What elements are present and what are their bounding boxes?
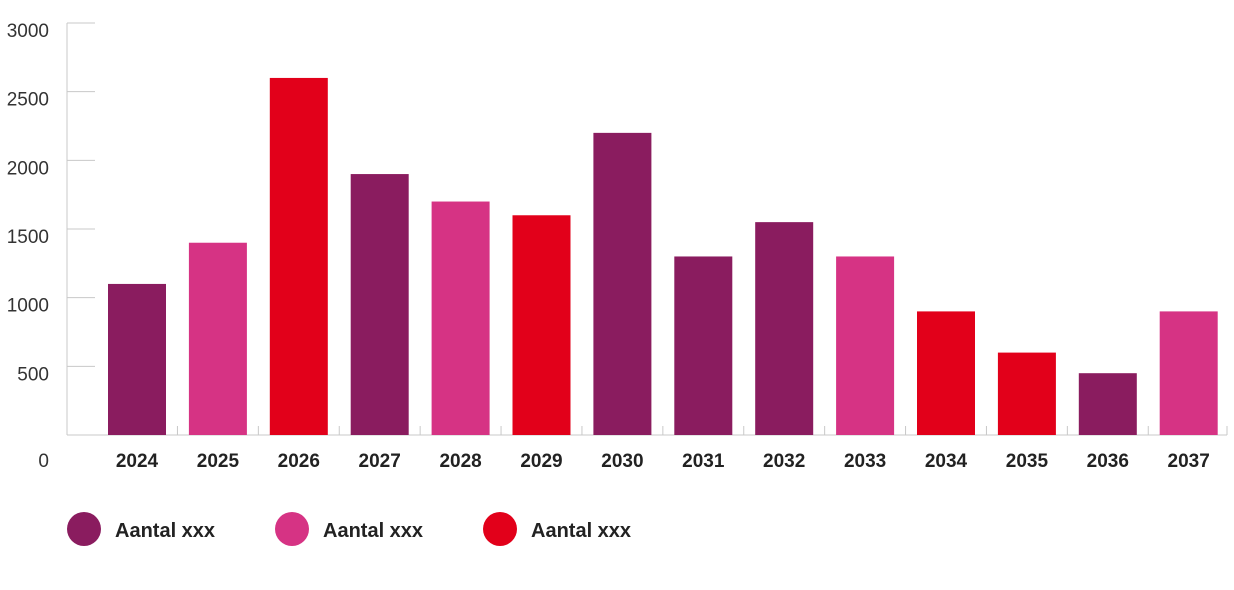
bar-2025	[188, 242, 247, 435]
bar-2035	[997, 352, 1056, 435]
x-tick-label: 2026	[278, 451, 320, 472]
bar-2024	[108, 283, 166, 435]
bar-2036	[1078, 373, 1137, 435]
bar-2033	[836, 256, 895, 435]
bar-2029	[512, 215, 571, 435]
bar-2028	[431, 201, 490, 435]
y-tick-label: 0	[38, 451, 49, 472]
bar-2027	[350, 174, 409, 436]
x-tick-label: 2037	[1168, 451, 1210, 472]
x-tick-label: 2024	[116, 451, 159, 472]
x-tick-label: 2030	[601, 451, 643, 472]
legend-label: Aantal xxx	[531, 520, 631, 542]
y-tick-label: 3000	[7, 21, 49, 42]
x-tick-label: 2025	[197, 451, 240, 472]
x-tick-label: 2029	[520, 451, 562, 472]
x-tick-label: 2027	[359, 451, 401, 472]
x-tick-label: 2035	[1006, 451, 1049, 472]
bar-2037	[1159, 311, 1218, 435]
x-tick-label: 2031	[682, 451, 725, 472]
bar-2034	[917, 311, 975, 435]
legend-swatch	[275, 512, 309, 546]
bar-2026	[269, 77, 328, 435]
x-tick-label: 2034	[925, 451, 968, 472]
y-tick-label: 2500	[7, 90, 49, 111]
x-tick-label: 2033	[844, 451, 886, 472]
y-tick-label: 2000	[7, 158, 49, 179]
y-tick-label: 500	[17, 364, 49, 385]
bar-2030	[593, 132, 652, 435]
legend: Aantal xxx Aantal xxx Aantal xxx	[67, 512, 631, 546]
x-tick-label: 2032	[763, 451, 805, 472]
y-tick-label: 1500	[7, 227, 49, 248]
bar-2031	[674, 256, 733, 435]
y-tick-label: 1000	[7, 296, 49, 317]
legend-swatch	[483, 512, 517, 546]
bar-2032	[755, 222, 814, 435]
legend-swatch	[67, 512, 101, 546]
x-tick-label: 2028	[439, 451, 481, 472]
legend-label: Aantal xxx	[323, 520, 423, 542]
legend-label: Aantal xxx	[115, 520, 215, 542]
x-axis-ticks: 2024 2025 2026 2027 2028 2029 2030 2031 2032 2033…	[116, 451, 1210, 472]
y-axis-ticks: 0 500 1000 1500 2000 2500 3000	[7, 21, 49, 472]
bars	[108, 77, 1218, 436]
x-tick-label: 2036	[1087, 451, 1129, 472]
